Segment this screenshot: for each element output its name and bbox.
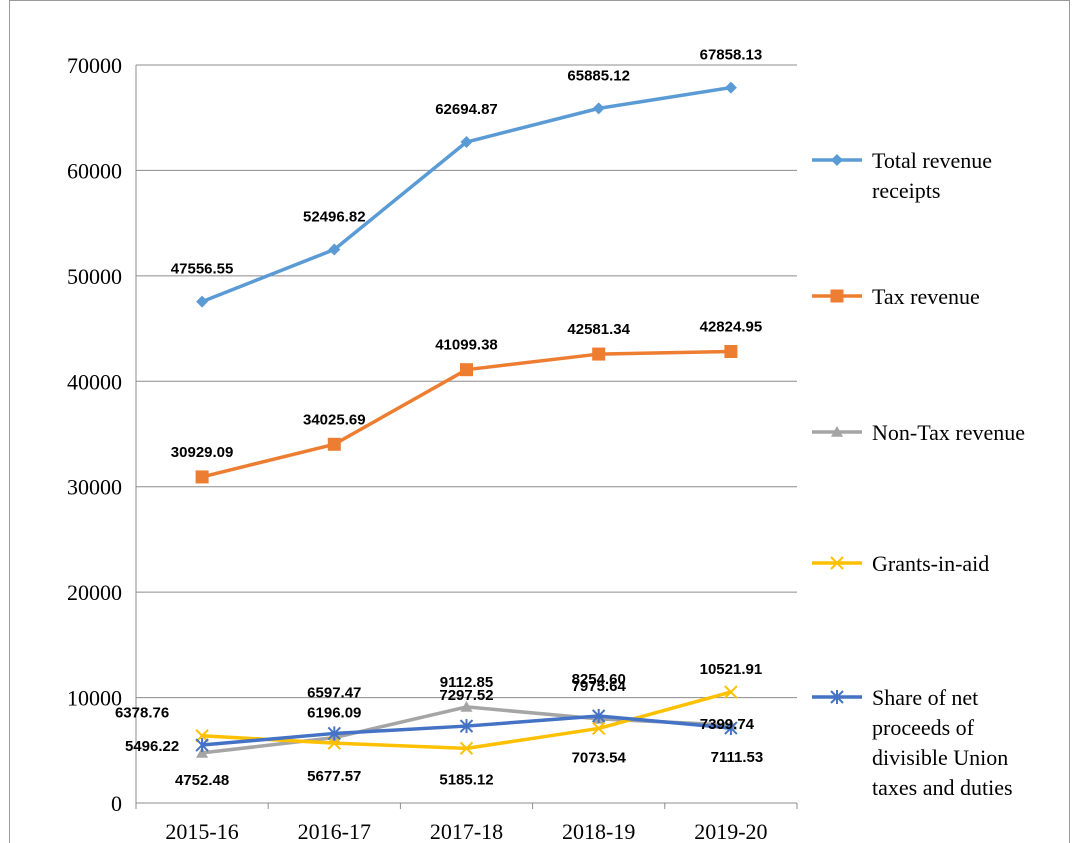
legend-label: Tax revenue <box>872 284 980 309</box>
x-marker-stroke <box>724 685 738 699</box>
legend: Total revenue receipts Tax revenue Non-Tax … <box>812 148 1025 800</box>
point-triangle-marker <box>831 426 843 437</box>
point-x-marker <box>591 721 606 736</box>
axes: 0 10000 20000 30000 40000 50000 60000 70000 2015… <box>67 53 798 843</box>
data-label: 4752.48 <box>175 772 229 789</box>
data-label: 34025.69 <box>303 411 366 428</box>
point-diamond-marker <box>460 136 473 149</box>
data-label: 47556.55 <box>171 261 234 278</box>
data-label: 5185.12 <box>439 771 493 788</box>
point-x-marker <box>830 556 844 570</box>
legend-label: Total revenue <box>872 148 992 173</box>
point-star-marker <box>591 708 606 723</box>
legend-item: Non-Tax revenue <box>812 420 1025 445</box>
legend-label: proceeds of <box>872 715 975 740</box>
chart-border <box>9 0 1070 843</box>
data-label: 10521.91 <box>700 661 763 678</box>
legend-label: Non-Tax revenue <box>872 420 1025 445</box>
series-lines <box>195 81 738 758</box>
legend-item: Total revenue receipts <box>812 148 992 203</box>
series-line <box>201 85 732 304</box>
data-label: 30929.09 <box>171 444 234 461</box>
y-tick-label: 30000 <box>67 475 122 500</box>
data-label: 41099.38 <box>435 337 498 354</box>
y-tick-label: 60000 <box>67 158 122 183</box>
point-star-marker <box>724 721 738 736</box>
x-marker-stroke <box>327 736 342 750</box>
data-label: 65885.12 <box>567 67 630 84</box>
point-star-marker <box>830 690 844 704</box>
x-tick-label: 2019-20 <box>694 819 767 843</box>
data-label: 9112.85 <box>440 674 493 691</box>
legend-label: receipts <box>872 178 940 203</box>
point-diamond-marker <box>724 81 737 94</box>
point-square-marker <box>830 289 844 303</box>
point-x-marker <box>724 685 738 699</box>
data-label: 7073.54 <box>572 749 627 766</box>
x-marker-stroke <box>830 556 844 570</box>
point-x-marker <box>327 736 342 750</box>
y-tick-label: 20000 <box>67 580 122 605</box>
x-marker-stroke <box>591 721 606 736</box>
x-tick-label: 2018-19 <box>562 819 635 843</box>
legend-label: Grants-in-aid <box>872 551 989 576</box>
point-triangle-marker <box>196 746 209 758</box>
y-tick-label: 70000 <box>67 53 122 78</box>
point-x-marker <box>459 741 474 756</box>
legend-label: taxes and duties <box>872 775 1013 800</box>
point-star-marker <box>195 738 209 753</box>
legend-item: Grants-in-aid <box>812 551 989 576</box>
point-square-marker <box>327 437 341 451</box>
x-tick-label: 2017-18 <box>430 819 503 843</box>
data-label: 6196.09 <box>307 705 361 722</box>
gridlines <box>136 64 797 699</box>
data-labels: 47556.55 52496.82 62694.87 65885.12 67858.13… <box>115 47 763 789</box>
data-label: 62694.87 <box>435 101 498 118</box>
y-tick-label: 0 <box>111 791 122 816</box>
point-square-marker <box>195 470 209 484</box>
point-diamond-marker <box>592 102 605 115</box>
point-star-marker <box>459 719 474 734</box>
y-tick-label: 40000 <box>67 369 122 394</box>
y-tick-label: 10000 <box>67 686 122 711</box>
data-label: 7297.52 <box>439 687 493 704</box>
point-square-marker <box>724 345 738 359</box>
legend-item: Tax revenue <box>812 284 980 309</box>
data-label: 5677.57 <box>307 768 361 785</box>
data-label: 7975.64 <box>572 678 627 695</box>
legend-label: Share of net <box>872 685 978 710</box>
data-label: 67858.13 <box>700 47 763 64</box>
x-tick-label: 2016-17 <box>298 819 371 843</box>
data-label: 42581.34 <box>567 321 630 338</box>
x-tick-label: 2015-16 <box>165 819 238 843</box>
y-tick-label: 50000 <box>67 264 122 289</box>
point-diamond-marker <box>196 295 209 308</box>
data-label: 7111.53 <box>711 749 764 766</box>
data-label: 42824.95 <box>700 319 763 336</box>
point-square-marker <box>592 347 606 361</box>
point-square-marker <box>460 363 473 377</box>
data-label: 5496.22 <box>125 738 179 755</box>
point-triangle-marker <box>460 700 473 712</box>
legend-item: Share of net proceeds of divisible Union ta… <box>812 685 1013 800</box>
point-diamond-marker <box>328 243 341 256</box>
data-label: 8254.60 <box>572 671 626 688</box>
data-label: 6378.76 <box>115 705 169 722</box>
data-label: 52496.82 <box>303 209 366 226</box>
point-star-marker <box>327 726 342 741</box>
data-label: 7399.74 <box>700 716 755 733</box>
legend-label: divisible Union <box>872 745 1008 770</box>
point-diamond-marker <box>831 154 843 166</box>
x-marker-stroke <box>459 741 474 756</box>
data-label: 6597.47 <box>307 684 361 701</box>
